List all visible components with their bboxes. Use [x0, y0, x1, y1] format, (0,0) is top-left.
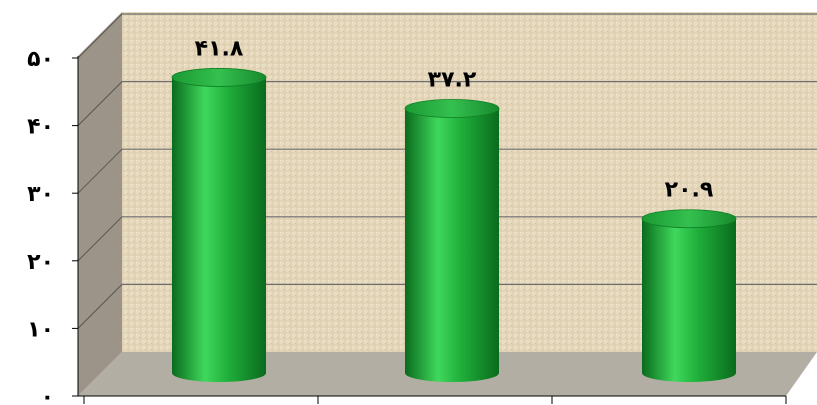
bar-body [172, 77, 266, 382]
gridline-side [77, 81, 123, 126]
data-label: ۳۷.۲ [428, 68, 477, 93]
bar-top [171, 68, 267, 87]
y-tick-label: ۵۰ [27, 47, 54, 72]
y-tick-label: ۲۰ [27, 250, 54, 275]
bar [404, 99, 500, 382]
bar-body [642, 218, 736, 382]
bar [171, 68, 267, 382]
bars [171, 68, 737, 382]
gridline-side [77, 284, 123, 329]
data-labels: ۴۱.۸ ۳۷.۲ ۲۰.۹ [195, 36, 714, 202]
x-axis-ticks [78, 395, 787, 404]
bar-top [641, 209, 737, 229]
y-tick-label: ۰ [41, 385, 54, 405]
gridline-side [77, 13, 123, 59]
y-tick-label: ۴۰ [27, 115, 54, 140]
data-label: ۴۱.۸ [195, 36, 244, 61]
data-label: ۲۰.۹ [665, 178, 714, 203]
y-axis: ۰ ۱۰ ۲۰ ۳۰ ۴۰ ۵۰ [27, 47, 79, 405]
gridline-side [77, 216, 123, 262]
gridline-side [77, 148, 123, 194]
bar [641, 209, 737, 382]
bar-body [405, 108, 499, 382]
chart-side-wall [78, 12, 122, 396]
y-tick-label: ۳۰ [27, 182, 54, 207]
bar-top [404, 99, 500, 118]
y-tick-label: ۱۰ [27, 317, 54, 342]
